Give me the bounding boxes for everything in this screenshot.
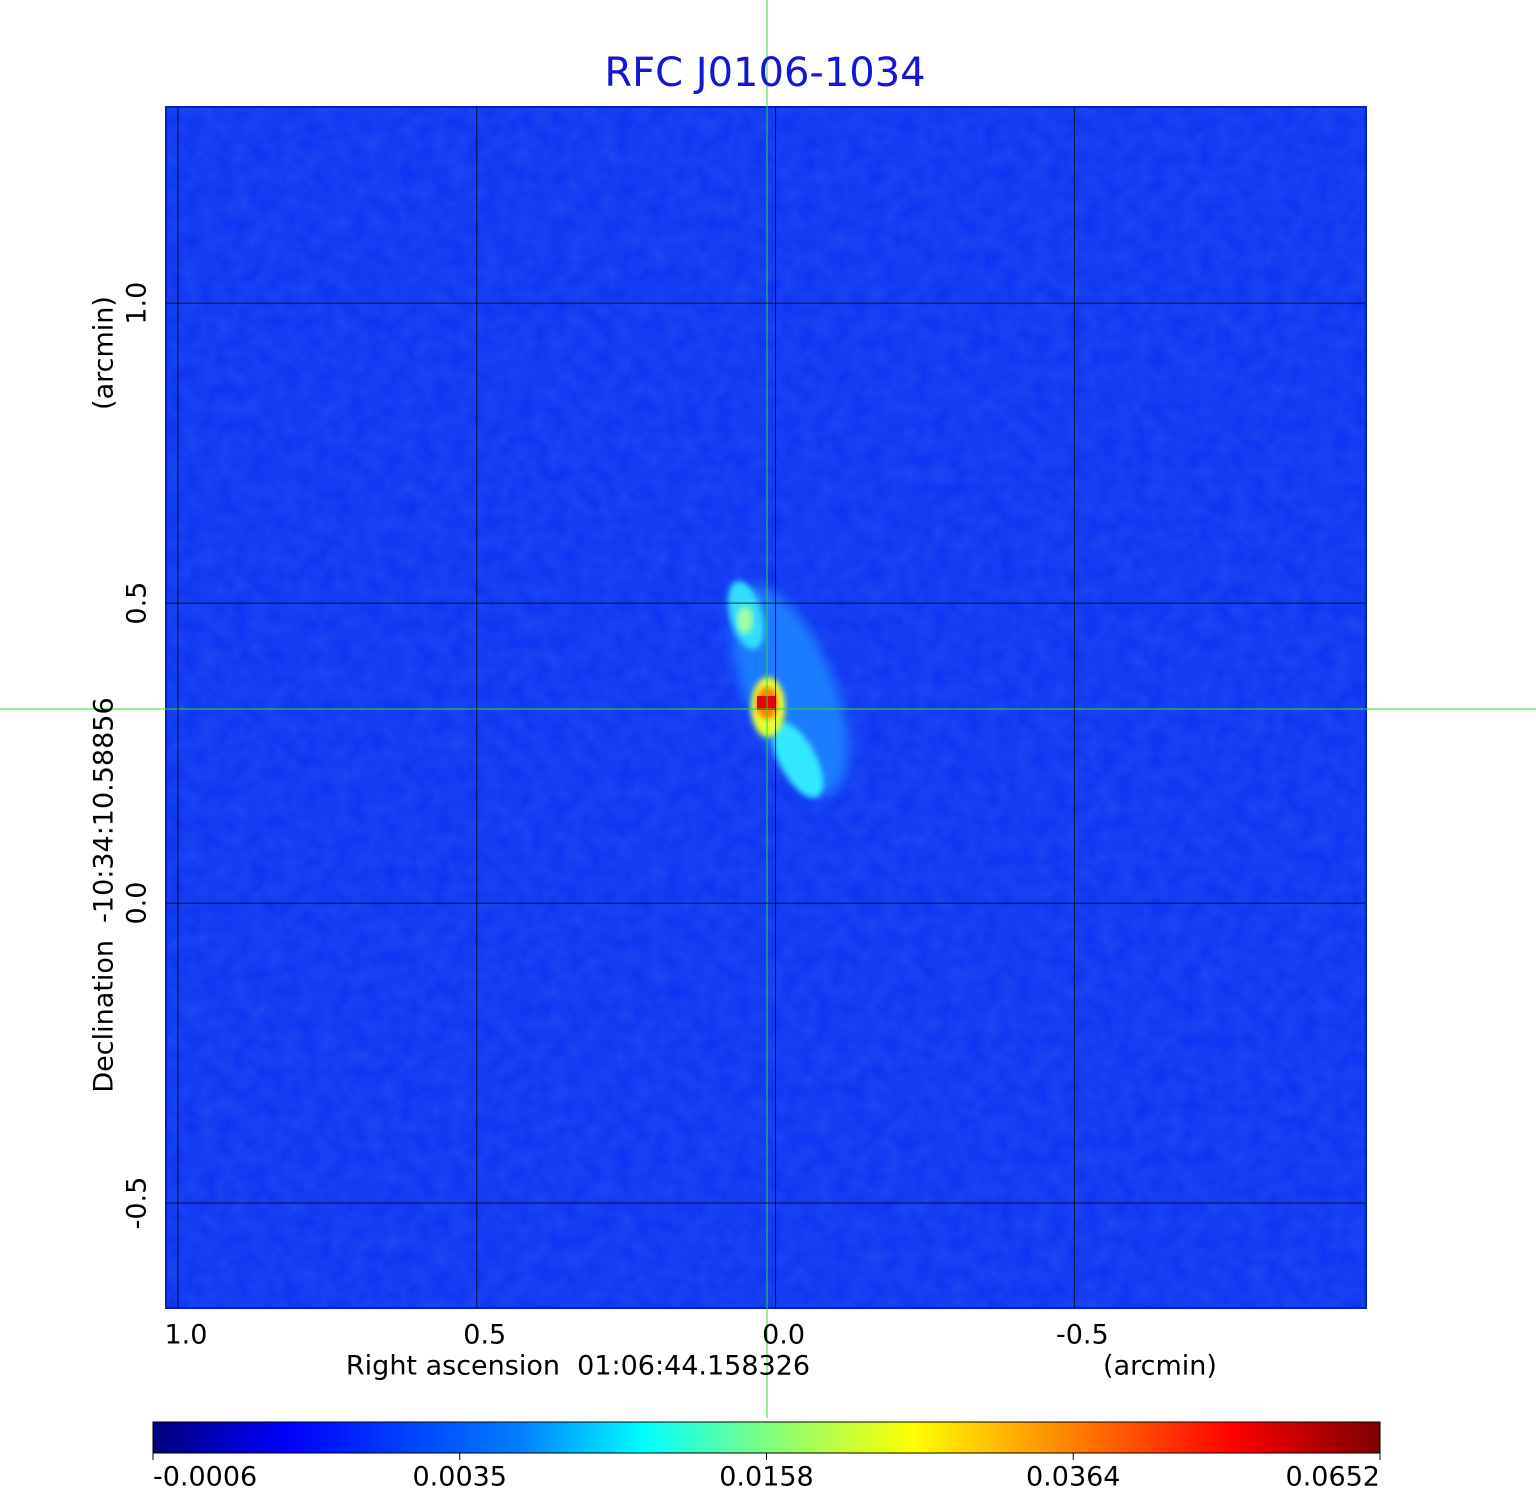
- colorbar-tick-label: 0.0652: [1286, 1462, 1380, 1493]
- colorbar-tick-label: -0.0006: [153, 1462, 257, 1493]
- y-tick-label: 1.0: [122, 282, 153, 325]
- y-tick-label: 0.5: [122, 582, 153, 625]
- y-axis-unit: (arcmin): [89, 296, 120, 410]
- y-axis-label: Declination -10:34:10.58856: [89, 697, 120, 1092]
- x-axis-label: Right ascension 01:06:44.158326: [346, 1351, 810, 1382]
- x-tick-label: -0.5: [1056, 1320, 1109, 1351]
- colorbar-tick-label: 0.0158: [719, 1462, 813, 1493]
- source: [728, 580, 849, 799]
- chart-title: RFC J0106-1034: [604, 50, 925, 96]
- x-axis-unit: (arcmin): [1103, 1351, 1217, 1382]
- x-tick-label: 0.0: [762, 1320, 805, 1351]
- x-tick-label: 1.0: [164, 1320, 207, 1351]
- y-tick-label: -0.5: [122, 1177, 153, 1230]
- x-tick-label: 0.5: [463, 1320, 506, 1351]
- colorbar-tick-label: 0.0035: [413, 1462, 507, 1493]
- plot-frame: [165, 106, 1367, 1309]
- colorbar-tick-label: 0.0364: [1026, 1462, 1120, 1493]
- y-tick-label: 0.0: [122, 882, 153, 925]
- colorbar: [152, 1421, 1381, 1454]
